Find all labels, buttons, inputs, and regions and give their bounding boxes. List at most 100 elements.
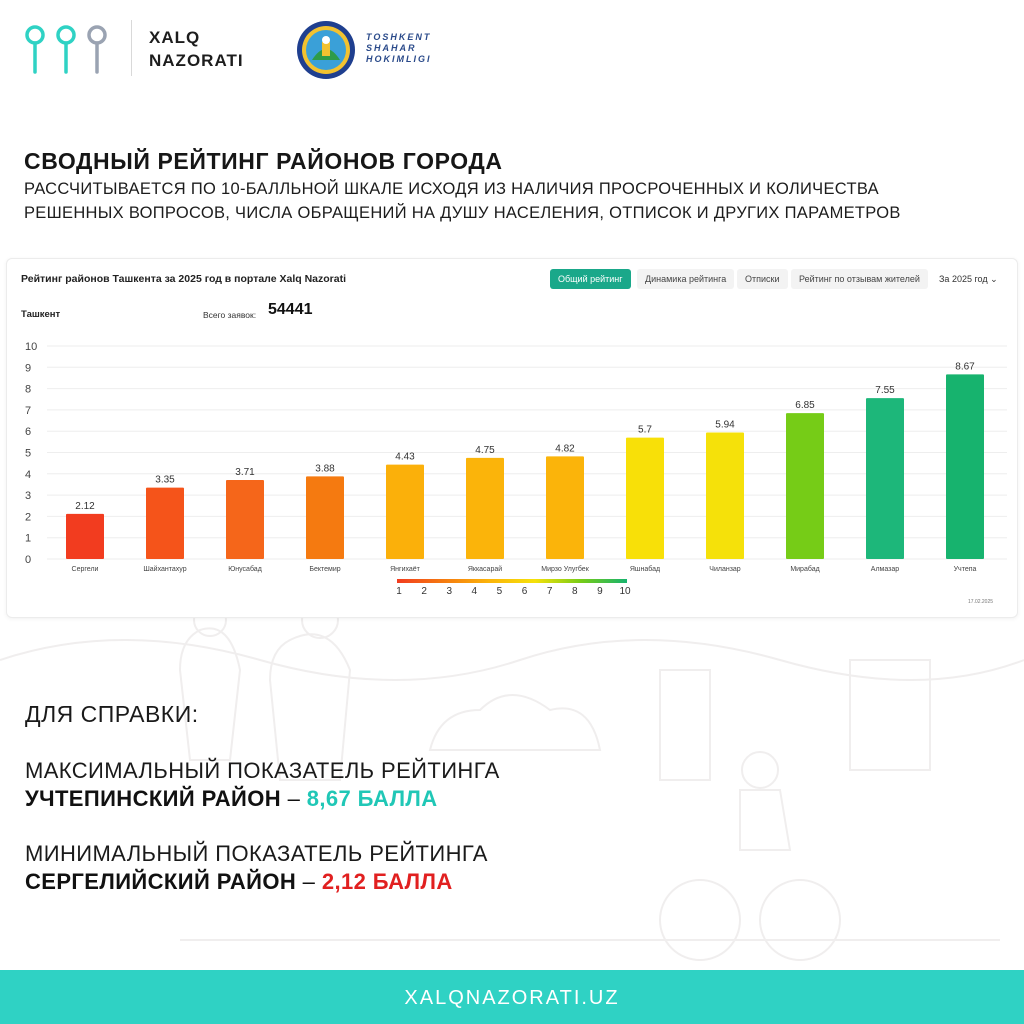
footer-url-link[interactable]: XALQNAZORATI.UZ [404, 987, 620, 1009]
year-select[interactable]: За 2025 год ⌄ [935, 269, 1002, 289]
chevron-down-icon: ⌄ [990, 274, 998, 284]
legend-color-scale [397, 579, 627, 583]
bar-chart: 0 1 2 3 4 5 6 7 8 9 10 2.12 Сергели 3.35 Шайхантахур 3.… [25, 341, 1007, 597]
year-select-label: За 2025 год [939, 274, 988, 284]
y-tick-label: 8 [25, 384, 31, 396]
x-tick-label: Шайхантахур [143, 565, 186, 573]
min-rating-note: МИНИМАЛЬНЫЙ ПОКАЗАТЕЛЬ РЕЙТИНГА СЕРГЕЛИЙ… [25, 840, 725, 896]
bar [226, 479, 264, 559]
bar [66, 513, 104, 559]
x-tick-label: Чиланзар [709, 566, 741, 573]
headline: СВОДНЫЙ РЕЙТИНГ РАЙОНОВ ГОРОДА РАССЧИТЫВ… [24, 147, 1004, 225]
bar-value-label: 7.55 [875, 385, 895, 396]
max-rating-note: МАКСИМАЛЬНЫЙ ПОКАЗАТЕЛЬ РЕЙТИНГА УЧТЕПИН… [25, 757, 725, 813]
legend-tick-label: 1 [396, 586, 402, 597]
bar-value-label: 8.67 [955, 361, 975, 372]
x-tick-label: Мирабад [790, 565, 819, 573]
hokimlik-text: TOSHKENT SHAHAR HOKIMLIGI [366, 32, 432, 65]
hokimlik-line-3: HOKIMLIGI [366, 54, 432, 64]
legend-tick-label: 3 [446, 586, 452, 597]
bar [866, 398, 904, 559]
chart-date: 17.02.2025 [968, 599, 994, 605]
tab-resident-feedback-rating[interactable]: Рейтинг по отзывам жителей [791, 269, 928, 289]
headline-subtitle-line-2: РЕШЕННЫХ ВОПРОСОВ, ЧИСЛА ОБРАЩЕНИЙ НА ДУ… [24, 204, 901, 222]
x-tick-label: Учтепа [954, 566, 977, 573]
y-tick-label: 1 [25, 533, 31, 545]
y-tick-label: 3 [25, 490, 31, 502]
headline-subtitle-line-1: РАССЧИТЫВАЕТСЯ ПО 10-БАЛЛЬНОЙ ШКАЛЕ ИСХО… [24, 180, 879, 198]
bar [146, 487, 184, 559]
x-tick-label: Мирзо Улугбек [541, 565, 589, 573]
headline-title: СВОДНЫЙ РЕЙТИНГ РАЙОНОВ ГОРОДА [24, 148, 503, 174]
min-district: СЕРГЕЛИЙСКИЙ РАЙОН [25, 869, 297, 894]
bar-value-label: 3.35 [155, 475, 175, 486]
x-tick-label: Яшнабад [630, 565, 660, 573]
max-dash: – [281, 786, 307, 811]
x-tick-label: Алмазар [871, 566, 899, 573]
tab-formal-replies[interactable]: Отписки [737, 269, 788, 289]
x-tick-label: Бектемир [309, 566, 340, 573]
three-pins-icon [25, 25, 107, 74]
total-requests-value: 54441 [268, 301, 313, 318]
legend-tick-label: 5 [497, 586, 503, 597]
tab-rating-dynamics[interactable]: Динамика рейтинга [637, 269, 735, 289]
bar-value-label: 3.88 [315, 463, 335, 474]
bar [546, 456, 584, 559]
bar [706, 432, 744, 559]
y-tick-label: 2 [25, 511, 31, 523]
y-tick-label: 10 [25, 341, 37, 353]
legend-tick-label: 8 [572, 586, 578, 597]
city-label: Ташкент [21, 309, 61, 320]
bar [946, 374, 984, 559]
legend-tick-label: 6 [522, 586, 528, 597]
y-tick-label: 5 [25, 448, 31, 460]
x-tick-label: Яккасарай [468, 565, 502, 573]
x-tick-label: Сергели [72, 566, 99, 573]
bar-value-label: 6.85 [795, 400, 815, 411]
y-tick-label: 9 [25, 362, 31, 374]
logo-line-1: XALQ [149, 28, 201, 47]
y-tick-label: 6 [25, 426, 31, 438]
brand-logo-text: XALQ NAZORATI [149, 26, 244, 72]
hokimlik-line-1: TOSHKENT [366, 32, 432, 42]
max-district: УЧТЕПИНСКИЙ РАЙОН [25, 786, 282, 811]
hokimlik-line-2: SHAHAR [366, 43, 417, 53]
bar-value-label: 2.12 [75, 501, 95, 512]
legend-tick-label: 10 [619, 586, 631, 597]
tab-overall-rating[interactable]: Общий рейтинг [550, 269, 631, 289]
city-emblem-icon [297, 21, 355, 79]
legend-tick-label: 4 [472, 586, 478, 597]
min-value: 2,12 БАЛЛА [321, 869, 453, 894]
bar-value-label: 3.71 [235, 467, 255, 478]
legend-tick-label: 7 [547, 586, 553, 597]
y-tick-label: 7 [25, 405, 31, 417]
bar [626, 437, 664, 559]
bar-value-label: 4.75 [475, 445, 495, 456]
x-tick-label: Юнусабад [228, 565, 262, 573]
max-rating-line: МАКСИМАЛЬНЫЙ ПОКАЗАТЕЛЬ РЕЙТИНГА [25, 758, 500, 783]
bar [386, 464, 424, 559]
total-requests-label: Всего заявок: [203, 310, 257, 320]
bar [466, 457, 504, 559]
bar-value-label: 5.7 [638, 425, 652, 436]
notes: ДЛЯ СПРАВКИ: МАКСИМАЛЬНЫЙ ПОКАЗАТЕЛЬ РЕЙ… [25, 700, 725, 896]
x-tick-label: Янгихаёт [390, 566, 421, 573]
min-dash: – [296, 869, 322, 894]
bar [306, 476, 344, 559]
bar [786, 413, 824, 559]
min-rating-detail: СЕРГЕЛИЙСКИЙ РАЙОН – 2,12 БАЛЛА [25, 868, 725, 896]
footer: XALQNAZORATI.UZ [0, 970, 1024, 1024]
notes-heading: ДЛЯ СПРАВКИ: [25, 701, 199, 727]
bar-value-label: 4.82 [555, 443, 575, 454]
legend-tick-label: 9 [597, 586, 603, 597]
bar-value-label: 4.43 [395, 452, 415, 463]
y-tick-label: 4 [25, 469, 31, 481]
y-tick-label: 0 [25, 554, 31, 566]
logo-line-2: NAZORATI [149, 51, 244, 70]
background-illustration [0, 601, 1024, 961]
chart-card: Рейтинг районов Ташкента за 2025 год в п… [6, 258, 1018, 618]
legend-tick-label: 2 [421, 586, 427, 597]
max-value: 8,67 БАЛЛА [306, 786, 438, 811]
chart-title: Рейтинг районов Ташкента за 2025 год в п… [21, 273, 346, 285]
min-rating-line: МИНИМАЛЬНЫЙ ПОКАЗАТЕЛЬ РЕЙТИНГА [25, 841, 488, 866]
